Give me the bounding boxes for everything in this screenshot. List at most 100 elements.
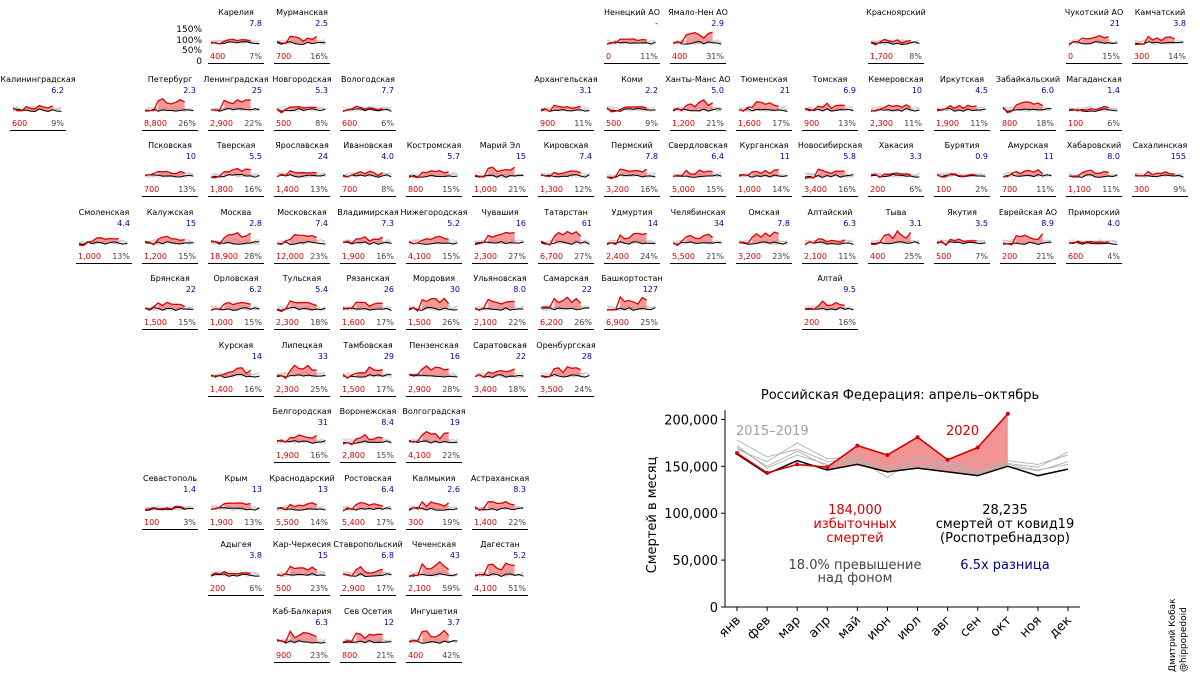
region-ratio: 8.0 <box>513 285 526 294</box>
region-sparkline <box>1068 238 1118 245</box>
region-baseline <box>274 595 330 596</box>
region-name: Мордовия <box>412 274 456 283</box>
region-name: Калужская <box>146 207 194 217</box>
region-name: Ханты-Манс АО <box>665 74 731 84</box>
region-baseline <box>208 595 264 596</box>
series-point-2020 <box>855 443 860 448</box>
region-ratio: 2.2 <box>645 85 658 95</box>
excess-area <box>290 36 317 45</box>
region-baseline <box>406 462 462 463</box>
current-year-line <box>1002 232 1044 246</box>
region-name: Брянская <box>150 274 190 283</box>
excess-area <box>224 99 251 110</box>
region-name: Ульяновская <box>473 274 527 283</box>
region-cell: Тульская 5.4 2,300 18% <box>274 274 330 330</box>
current-year-line <box>540 170 581 178</box>
region-baseline <box>208 262 264 264</box>
region-pct: 22% <box>442 451 460 460</box>
region-ratio: 9.5 <box>843 285 856 294</box>
region-sparkline <box>738 100 788 112</box>
region-sparkline <box>474 166 524 178</box>
current-year-line <box>144 301 185 310</box>
excess-area <box>356 236 383 244</box>
region-pct: 14% <box>1168 52 1186 61</box>
excess-area <box>686 32 713 45</box>
region-sparkline <box>210 38 260 45</box>
region-sparkline <box>408 629 458 644</box>
region-cell: Волгоградская 19 4,100 22% <box>402 407 466 463</box>
region-name: Чукотский АО <box>1064 8 1124 17</box>
region-pct: 42% <box>442 650 460 660</box>
region-sparkline <box>276 501 326 511</box>
region-cell: Псковская 10 700 13% <box>142 141 198 197</box>
region-cell: Бурятия 0.9 100 2% <box>934 141 990 197</box>
region-pct: 12% <box>574 185 592 194</box>
region-pct: 16% <box>838 318 856 327</box>
region-cell: Кировская 7.4 1,300 12% <box>538 141 594 197</box>
author-credit: Дмитрий Кобак @hippopedoid <box>1168 598 1190 672</box>
region-name: Липецкая <box>281 340 323 350</box>
region-baseline <box>472 196 528 197</box>
region-pct: 16% <box>838 185 856 194</box>
region-name: Марий Эл <box>479 141 521 150</box>
region-baseline <box>274 63 330 64</box>
background-year-line <box>408 172 458 178</box>
region-sparkline <box>606 295 656 311</box>
region-pct: 13% <box>244 517 262 527</box>
region-name: Ставропольский <box>333 540 403 549</box>
current-year-line <box>1134 170 1175 177</box>
baseline-year-line <box>276 639 326 644</box>
region-ratio: 15 <box>317 551 328 560</box>
region-sparkline <box>408 170 458 179</box>
region-baseline <box>736 129 792 131</box>
region-ratio: 6.4 <box>381 484 394 494</box>
region-pct: 59% <box>442 584 460 593</box>
region-name: Омская <box>748 207 780 217</box>
region-name: Архангельская <box>534 74 598 84</box>
region-sparkline <box>144 170 194 178</box>
baseline-year-line <box>408 307 458 311</box>
region-sparkline <box>738 230 788 245</box>
region-excess: 700 <box>276 52 292 61</box>
region-ratio: 15 <box>515 152 526 161</box>
current-year-line <box>936 173 977 178</box>
current-year-line <box>474 500 515 511</box>
region-name: Воронежская <box>339 407 397 416</box>
region-name: Костромская <box>406 141 462 150</box>
current-year-line <box>672 31 713 44</box>
excess-area <box>1082 35 1109 45</box>
region-baseline <box>604 196 660 197</box>
region-sparkline <box>276 233 326 245</box>
current-year-line <box>804 237 845 245</box>
region-ratio: 3.3 <box>909 152 922 161</box>
region-ratio: 3.1 <box>579 85 592 95</box>
baseline-year-line <box>738 107 788 112</box>
region-excess: 1,900 <box>342 251 365 261</box>
region-pct: 24% <box>640 251 658 261</box>
region-cell: Хабаровский 8.0 1,100 11% <box>1066 141 1122 197</box>
region-baseline <box>208 196 264 197</box>
excess-area <box>620 296 647 311</box>
region-baseline <box>1000 129 1056 131</box>
region-ratio: 5.2 <box>513 551 526 560</box>
region-ratio: 3.8 <box>1173 19 1186 28</box>
region-name: Тюменская <box>740 74 788 84</box>
chart-title: Российская Федерация: апрель–октябрь <box>761 388 1039 403</box>
region-excess: 1,600 <box>738 118 761 128</box>
region-excess: 2,100 <box>408 584 431 593</box>
region-name: Бурятия <box>944 141 980 150</box>
region-cell: Тверская 5.5 1,800 16% <box>208 141 264 197</box>
region-pct: 27% <box>508 251 526 261</box>
region-excess: 18,900 <box>210 251 238 261</box>
region-sparkline <box>870 229 920 245</box>
region-sparkline <box>342 631 392 644</box>
region-excess: 8,800 <box>144 118 167 128</box>
region-excess: 3,200 <box>738 251 761 261</box>
region-pct: 18% <box>1036 118 1054 128</box>
region-excess: 2,300 <box>474 251 497 261</box>
region-excess: 1,900 <box>210 517 233 527</box>
series-line-2018 <box>736 447 1069 475</box>
region-cell: Калужская 15 1,200 15% <box>142 208 198 264</box>
region-pct: 26% <box>574 318 592 327</box>
region-name: Тверская <box>216 141 256 150</box>
